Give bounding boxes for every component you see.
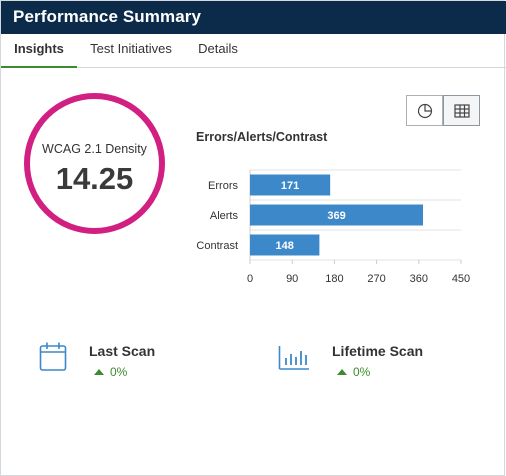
density-label: WCAG 2.1 Density bbox=[42, 142, 147, 156]
trend-up-icon bbox=[94, 369, 104, 375]
pie-chart-icon bbox=[417, 103, 432, 118]
category-label: Alerts bbox=[210, 210, 239, 222]
x-tick-label: 360 bbox=[410, 273, 428, 285]
trend-up-icon bbox=[337, 369, 347, 375]
x-tick-label: 0 bbox=[247, 273, 253, 285]
bar-value-label: 148 bbox=[276, 240, 294, 252]
bar-errors bbox=[250, 174, 331, 196]
lifetime-scan-title: Lifetime Scan bbox=[332, 343, 424, 359]
category-label: Contrast bbox=[196, 240, 238, 252]
density-value: 14.25 bbox=[55, 161, 134, 196]
tab-bar: Insights Test Initiatives Details bbox=[1, 34, 506, 68]
chart-title: Errors/Alerts/Contrast bbox=[196, 130, 328, 144]
table-grid-icon bbox=[453, 103, 470, 118]
last-scan-delta: 0% bbox=[94, 365, 127, 379]
tab-insights[interactable]: Insights bbox=[1, 34, 77, 68]
category-label: Errors bbox=[208, 180, 238, 192]
tab-test-initiatives[interactable]: Test Initiatives bbox=[90, 41, 172, 56]
bar-value-label: 171 bbox=[281, 180, 299, 192]
tab-details[interactable]: Details bbox=[198, 41, 238, 56]
lifetime-scan-delta-value: 0% bbox=[353, 365, 371, 379]
last-scan-delta-value: 0% bbox=[110, 365, 128, 379]
last-scan-title: Last Scan bbox=[89, 343, 156, 359]
card-header: Performance Summary bbox=[1, 1, 506, 34]
bar-contrast bbox=[250, 234, 320, 256]
pie-view-button[interactable] bbox=[406, 95, 443, 126]
calendar-icon bbox=[39, 342, 67, 371]
x-tick-label: 180 bbox=[325, 273, 343, 285]
density-ring: WCAG 2.1 Density 14.25 bbox=[24, 93, 165, 234]
x-tick-label: 90 bbox=[286, 273, 298, 285]
bar-chart-icon bbox=[278, 346, 309, 370]
bar-alerts bbox=[250, 204, 424, 226]
table-view-button[interactable] bbox=[443, 95, 480, 126]
bar-value-label: 369 bbox=[327, 210, 345, 222]
x-tick-label: 450 bbox=[452, 273, 470, 285]
x-tick-label: 270 bbox=[367, 273, 385, 285]
lifetime-scan-delta: 0% bbox=[337, 365, 370, 379]
card-title: Performance Summary bbox=[13, 7, 202, 26]
bar-chart: 171 Errors 369 Alerts 148 Contrast 0 90 180 270 36… bbox=[196, 169, 470, 285]
